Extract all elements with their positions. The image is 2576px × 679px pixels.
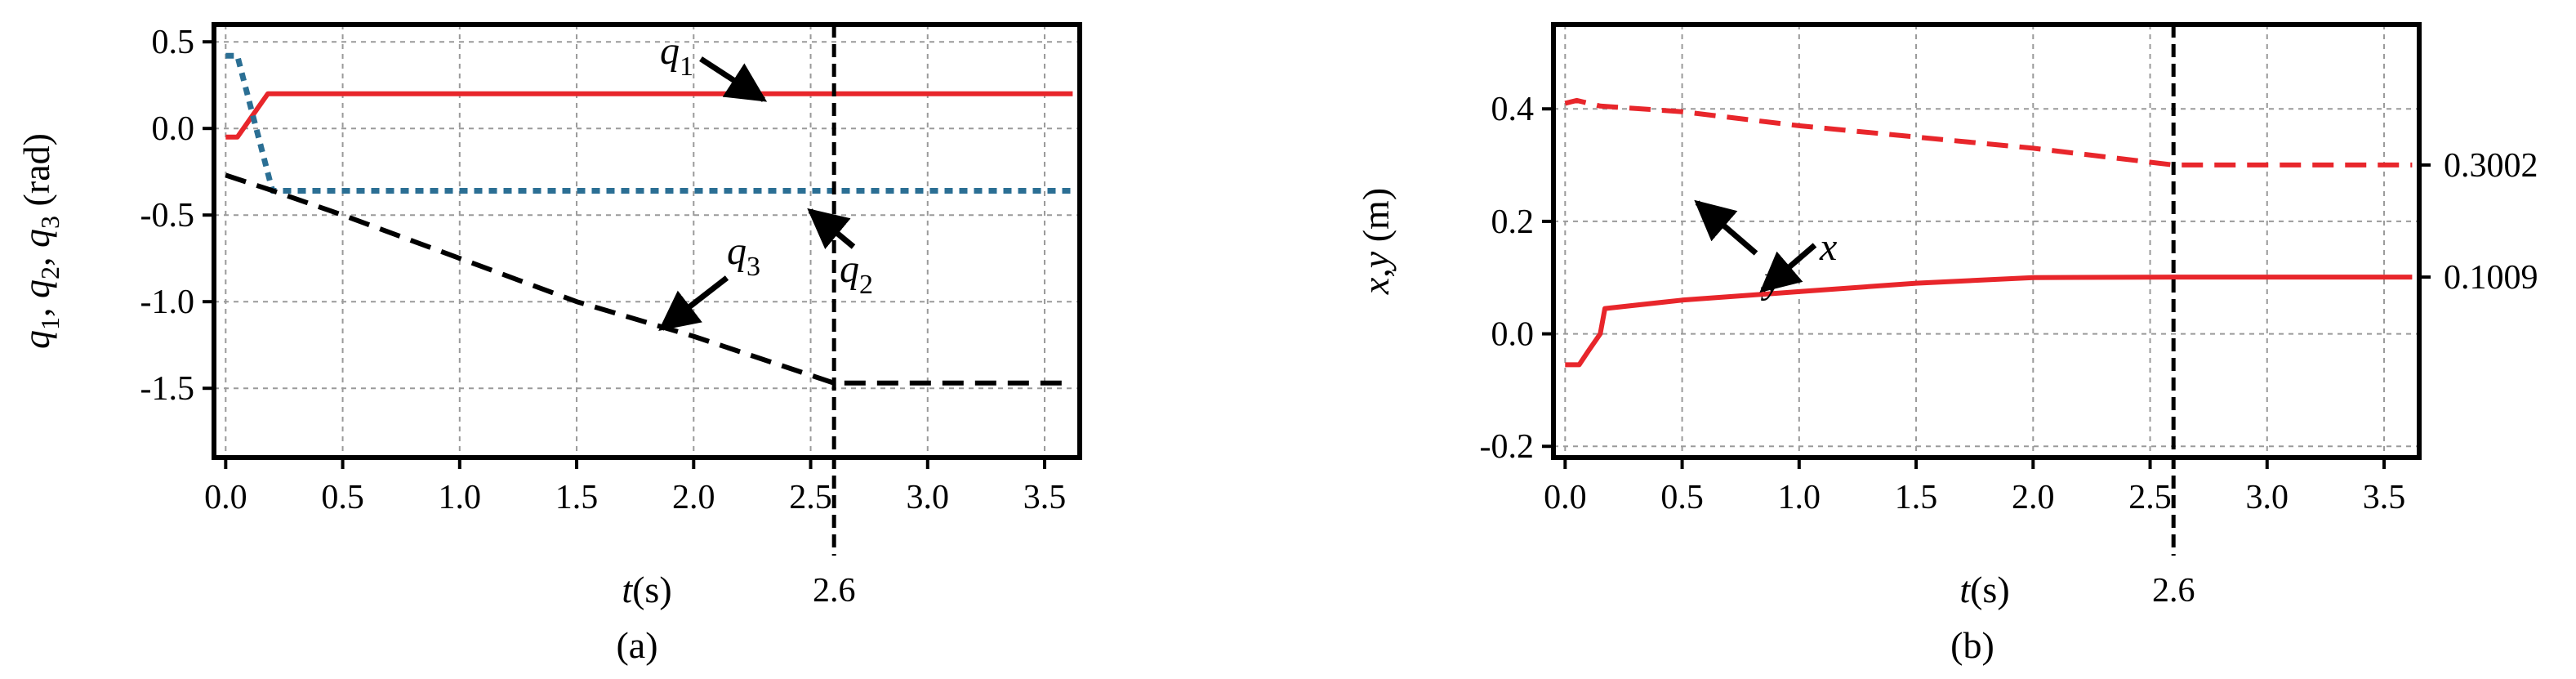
y-tick-label: -0.2	[1480, 428, 1535, 466]
svg-text:x: x	[1819, 226, 1837, 269]
series-line-q3	[225, 172, 1073, 386]
panel-a: 0.0 0.5 1.0 1.5 2.0 2.5 3.0 3.5 0.5 0.0 -0.5 -1.0 -…	[16, 22, 1082, 666]
series-group-a	[225, 52, 1073, 386]
xlabel-a: t(s)	[622, 569, 671, 610]
annotation-q2-arrow	[807, 208, 856, 250]
right-labels-b: 0.3002 0.1009	[2419, 147, 2538, 297]
y-tick-label: -1.0	[140, 284, 195, 321]
x-tick-label: 3.5	[1023, 479, 1067, 516]
x-tick-label: 3.0	[2246, 479, 2289, 516]
annotation-q3-arrow	[658, 275, 729, 332]
svg-text:q3: q3	[727, 230, 760, 282]
x-tick-label: 2.5	[2128, 479, 2172, 516]
x-ticks-a: 0.0 0.5 1.0 1.5 2.0 2.5 3.0 3.5	[204, 458, 1066, 516]
annotation-y-arrow	[1694, 199, 1758, 256]
annotation-q2: q2	[807, 208, 873, 300]
x-tick-label: 2.0	[2012, 479, 2055, 516]
plot-frame-b	[1551, 22, 2422, 460]
series-line-y	[1564, 97, 2413, 168]
ylabel-a: q1, q2, q3 (rad)	[16, 133, 65, 349]
y-tick-label: 0.4	[1491, 91, 1535, 128]
x-tick-label: 0.5	[321, 479, 364, 516]
y-tick-label: 0.0	[1491, 316, 1535, 354]
annotation-x-arrow	[1759, 243, 1817, 293]
x-tick-label: 0.0	[204, 479, 247, 516]
caption-b: (b)	[1950, 624, 1994, 666]
plot-frame-a	[212, 22, 1082, 460]
right-value-label: 0.3002	[2444, 147, 2538, 185]
annotation-q1: q1	[660, 29, 768, 102]
vline-label: 2.6	[813, 572, 856, 610]
series-group-b	[1564, 97, 2413, 368]
grid-a	[214, 25, 1080, 458]
x-tick-label: 1.0	[1778, 479, 1821, 516]
series-line-q2	[225, 52, 1073, 194]
x-tick-label: 3.0	[907, 479, 950, 516]
vline-label: 2.6	[2152, 572, 2195, 610]
xlabel-b: t(s)	[1959, 569, 2009, 610]
x-tick-label: 1.0	[439, 479, 482, 516]
series-line-q1	[225, 91, 1073, 140]
svg-text:q2: q2	[840, 248, 873, 300]
vline-label-group-b: 2.6	[2152, 572, 2195, 610]
svg-text:q1: q1	[660, 29, 693, 82]
x-tick-label: 3.5	[2363, 479, 2406, 516]
annotation-q3: q3	[658, 230, 760, 332]
y-tick-label: 0.0	[152, 110, 195, 148]
ylabel-b: x,y (m)	[1355, 188, 1397, 295]
x-tick-label: 2.0	[672, 479, 715, 516]
grid-b	[1553, 25, 2419, 458]
x-tick-label: 0.5	[1660, 479, 1704, 516]
x-tick-label: 1.5	[555, 479, 599, 516]
vline-label-group-a: 2.6	[813, 572, 856, 610]
caption-a: (a)	[616, 624, 657, 666]
y-tick-label: -0.5	[140, 197, 195, 235]
y-tick-label: 0.2	[1491, 203, 1535, 241]
annotation-x: x	[1759, 226, 1837, 293]
x-tick-label: 2.5	[789, 479, 832, 516]
y-tick-label: 0.5	[152, 24, 195, 61]
panel-b: 0.0 0.5 1.0 1.5 2.0 2.5 3.0 3.5 0.40.20.0-0.2 0…	[1355, 22, 2538, 666]
x-tick-label: 0.0	[1544, 479, 1587, 516]
y-ticks-a: 0.5 0.0 -0.5 -1.0 -1.5	[140, 24, 214, 408]
annotation-q1-arrow	[699, 56, 768, 102]
x-ticks-b: 0.0 0.5 1.0 1.5 2.0 2.5 3.0 3.5	[1544, 458, 2405, 516]
y-tick-label: -1.5	[140, 370, 195, 408]
y-ticks-b: 0.4 0.2 0.0 -0.2	[1480, 91, 1553, 466]
right-value-label: 0.1009	[2444, 259, 2538, 297]
series-line-x	[1565, 275, 2413, 368]
x-tick-label: 1.5	[1895, 479, 1938, 516]
